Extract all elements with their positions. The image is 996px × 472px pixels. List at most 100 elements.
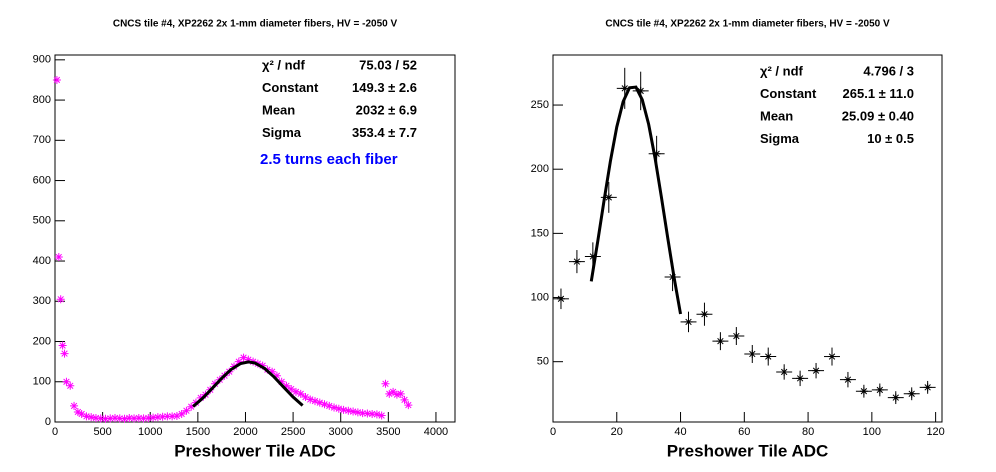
- chart-title: CNCS tile #4, XP2262 2x 1-mm diameter fi…: [113, 19, 398, 30]
- x-tick-label: 0: [550, 426, 556, 438]
- point-marker: [70, 401, 79, 410]
- x-tick-label: 3500: [376, 426, 400, 438]
- y-tick-label: 600: [33, 174, 51, 186]
- point-marker: [111, 413, 119, 422]
- point-marker: [732, 332, 741, 341]
- y-tick-label: 900: [33, 54, 51, 66]
- y-tick-label: 200: [33, 335, 51, 347]
- x-tick-label: 4000: [424, 426, 448, 438]
- point-marker: [572, 257, 581, 266]
- y-tick-label: 200: [531, 163, 549, 175]
- point-marker: [301, 393, 310, 402]
- point-marker: [182, 406, 191, 415]
- point-marker: [588, 252, 597, 261]
- point-marker: [344, 406, 353, 415]
- point-marker: [353, 408, 362, 417]
- plot-frame: [54, 54, 456, 423]
- point-marker: [372, 410, 381, 419]
- point-marker: [392, 390, 401, 399]
- point-marker: [556, 294, 565, 303]
- point-marker: [153, 413, 162, 422]
- point-marker: [339, 405, 348, 414]
- x-tick-label: 80: [802, 426, 814, 438]
- plot-frame: [552, 54, 943, 423]
- point-marker: [130, 414, 139, 423]
- point-marker: [134, 413, 143, 422]
- point-marker: [684, 317, 693, 326]
- panel: CNCS tile #4, XP2262 2x 1-mm diameter fi…: [33, 19, 456, 460]
- point-marker: [334, 404, 343, 413]
- y-tick-label: 400: [33, 255, 51, 267]
- point-marker: [177, 409, 186, 418]
- stat-value: 265.1 ± 11.0: [843, 86, 914, 101]
- point-marker: [291, 387, 300, 396]
- point-marker: [244, 355, 253, 364]
- point-marker: [652, 149, 661, 158]
- point-marker: [149, 413, 158, 422]
- point-marker: [907, 389, 916, 398]
- stat-label: Mean: [262, 102, 295, 117]
- y-tick-label: 700: [33, 134, 51, 146]
- point-marker: [277, 377, 286, 386]
- x-tick-label: 0: [52, 426, 58, 438]
- y-tick-label: 800: [33, 94, 51, 106]
- stat-value: 353.4 ± 7.7: [352, 125, 417, 140]
- point-marker: [125, 413, 134, 422]
- point-marker: [66, 381, 75, 390]
- stat-label: χ² / ndf: [760, 63, 804, 78]
- y-tick-label: 50: [537, 356, 549, 368]
- point-marker: [168, 412, 177, 421]
- point-marker: [358, 409, 367, 418]
- point-marker: [239, 353, 248, 362]
- point-marker: [396, 389, 405, 398]
- point-marker: [62, 377, 71, 386]
- point-marker: [91, 413, 100, 422]
- point-marker: [60, 349, 69, 358]
- stat-label: Constant: [760, 86, 817, 101]
- point-marker: [764, 352, 773, 361]
- point-marker: [163, 412, 172, 421]
- point-marker: [101, 414, 110, 423]
- point-marker: [385, 389, 394, 398]
- point-marker: [748, 349, 757, 358]
- point-marker: [196, 393, 205, 402]
- point-marker: [268, 367, 277, 376]
- point-marker: [330, 403, 339, 412]
- stat-label: Sigma: [760, 131, 800, 146]
- point-marker: [780, 367, 789, 376]
- point-marker: [106, 414, 115, 423]
- x-tick-label: 2500: [281, 426, 305, 438]
- point-marker: [87, 413, 96, 422]
- point-marker: [58, 341, 67, 350]
- stat-value: 149.3 ± 2.6: [352, 80, 417, 95]
- x-tick-label: 1000: [138, 426, 162, 438]
- point-marker: [875, 385, 884, 394]
- panel: CNCS tile #4, XP2262 2x 1-mm diameter fi…: [531, 19, 945, 461]
- x-axis-title: Preshower Tile ADC: [667, 441, 829, 460]
- point-marker: [325, 401, 334, 410]
- x-tick-label: 40: [674, 426, 686, 438]
- point-marker: [859, 387, 868, 396]
- point-marker: [827, 352, 836, 361]
- point-marker: [272, 371, 281, 380]
- y-tick-label: 100: [33, 376, 51, 388]
- point-marker: [796, 374, 805, 383]
- stat-value: 2032 ± 6.9: [356, 102, 417, 117]
- stat-label: Sigma: [262, 125, 302, 140]
- x-tick-label: 3000: [328, 426, 352, 438]
- point-marker: [282, 381, 291, 390]
- point-marker: [700, 310, 709, 319]
- point-marker: [296, 389, 305, 398]
- point-marker: [320, 400, 329, 409]
- point-marker: [604, 193, 613, 202]
- point-marker: [144, 413, 153, 422]
- point-marker: [381, 379, 390, 388]
- point-marker: [349, 407, 358, 416]
- stat-value: 25.09 ± 0.40: [842, 108, 914, 123]
- point-marker: [82, 412, 91, 421]
- point-marker: [54, 253, 63, 262]
- point-marker: [56, 295, 65, 304]
- x-tick-label: 1500: [186, 426, 210, 438]
- point-marker: [158, 412, 167, 421]
- y-tick-label: 150: [531, 227, 549, 239]
